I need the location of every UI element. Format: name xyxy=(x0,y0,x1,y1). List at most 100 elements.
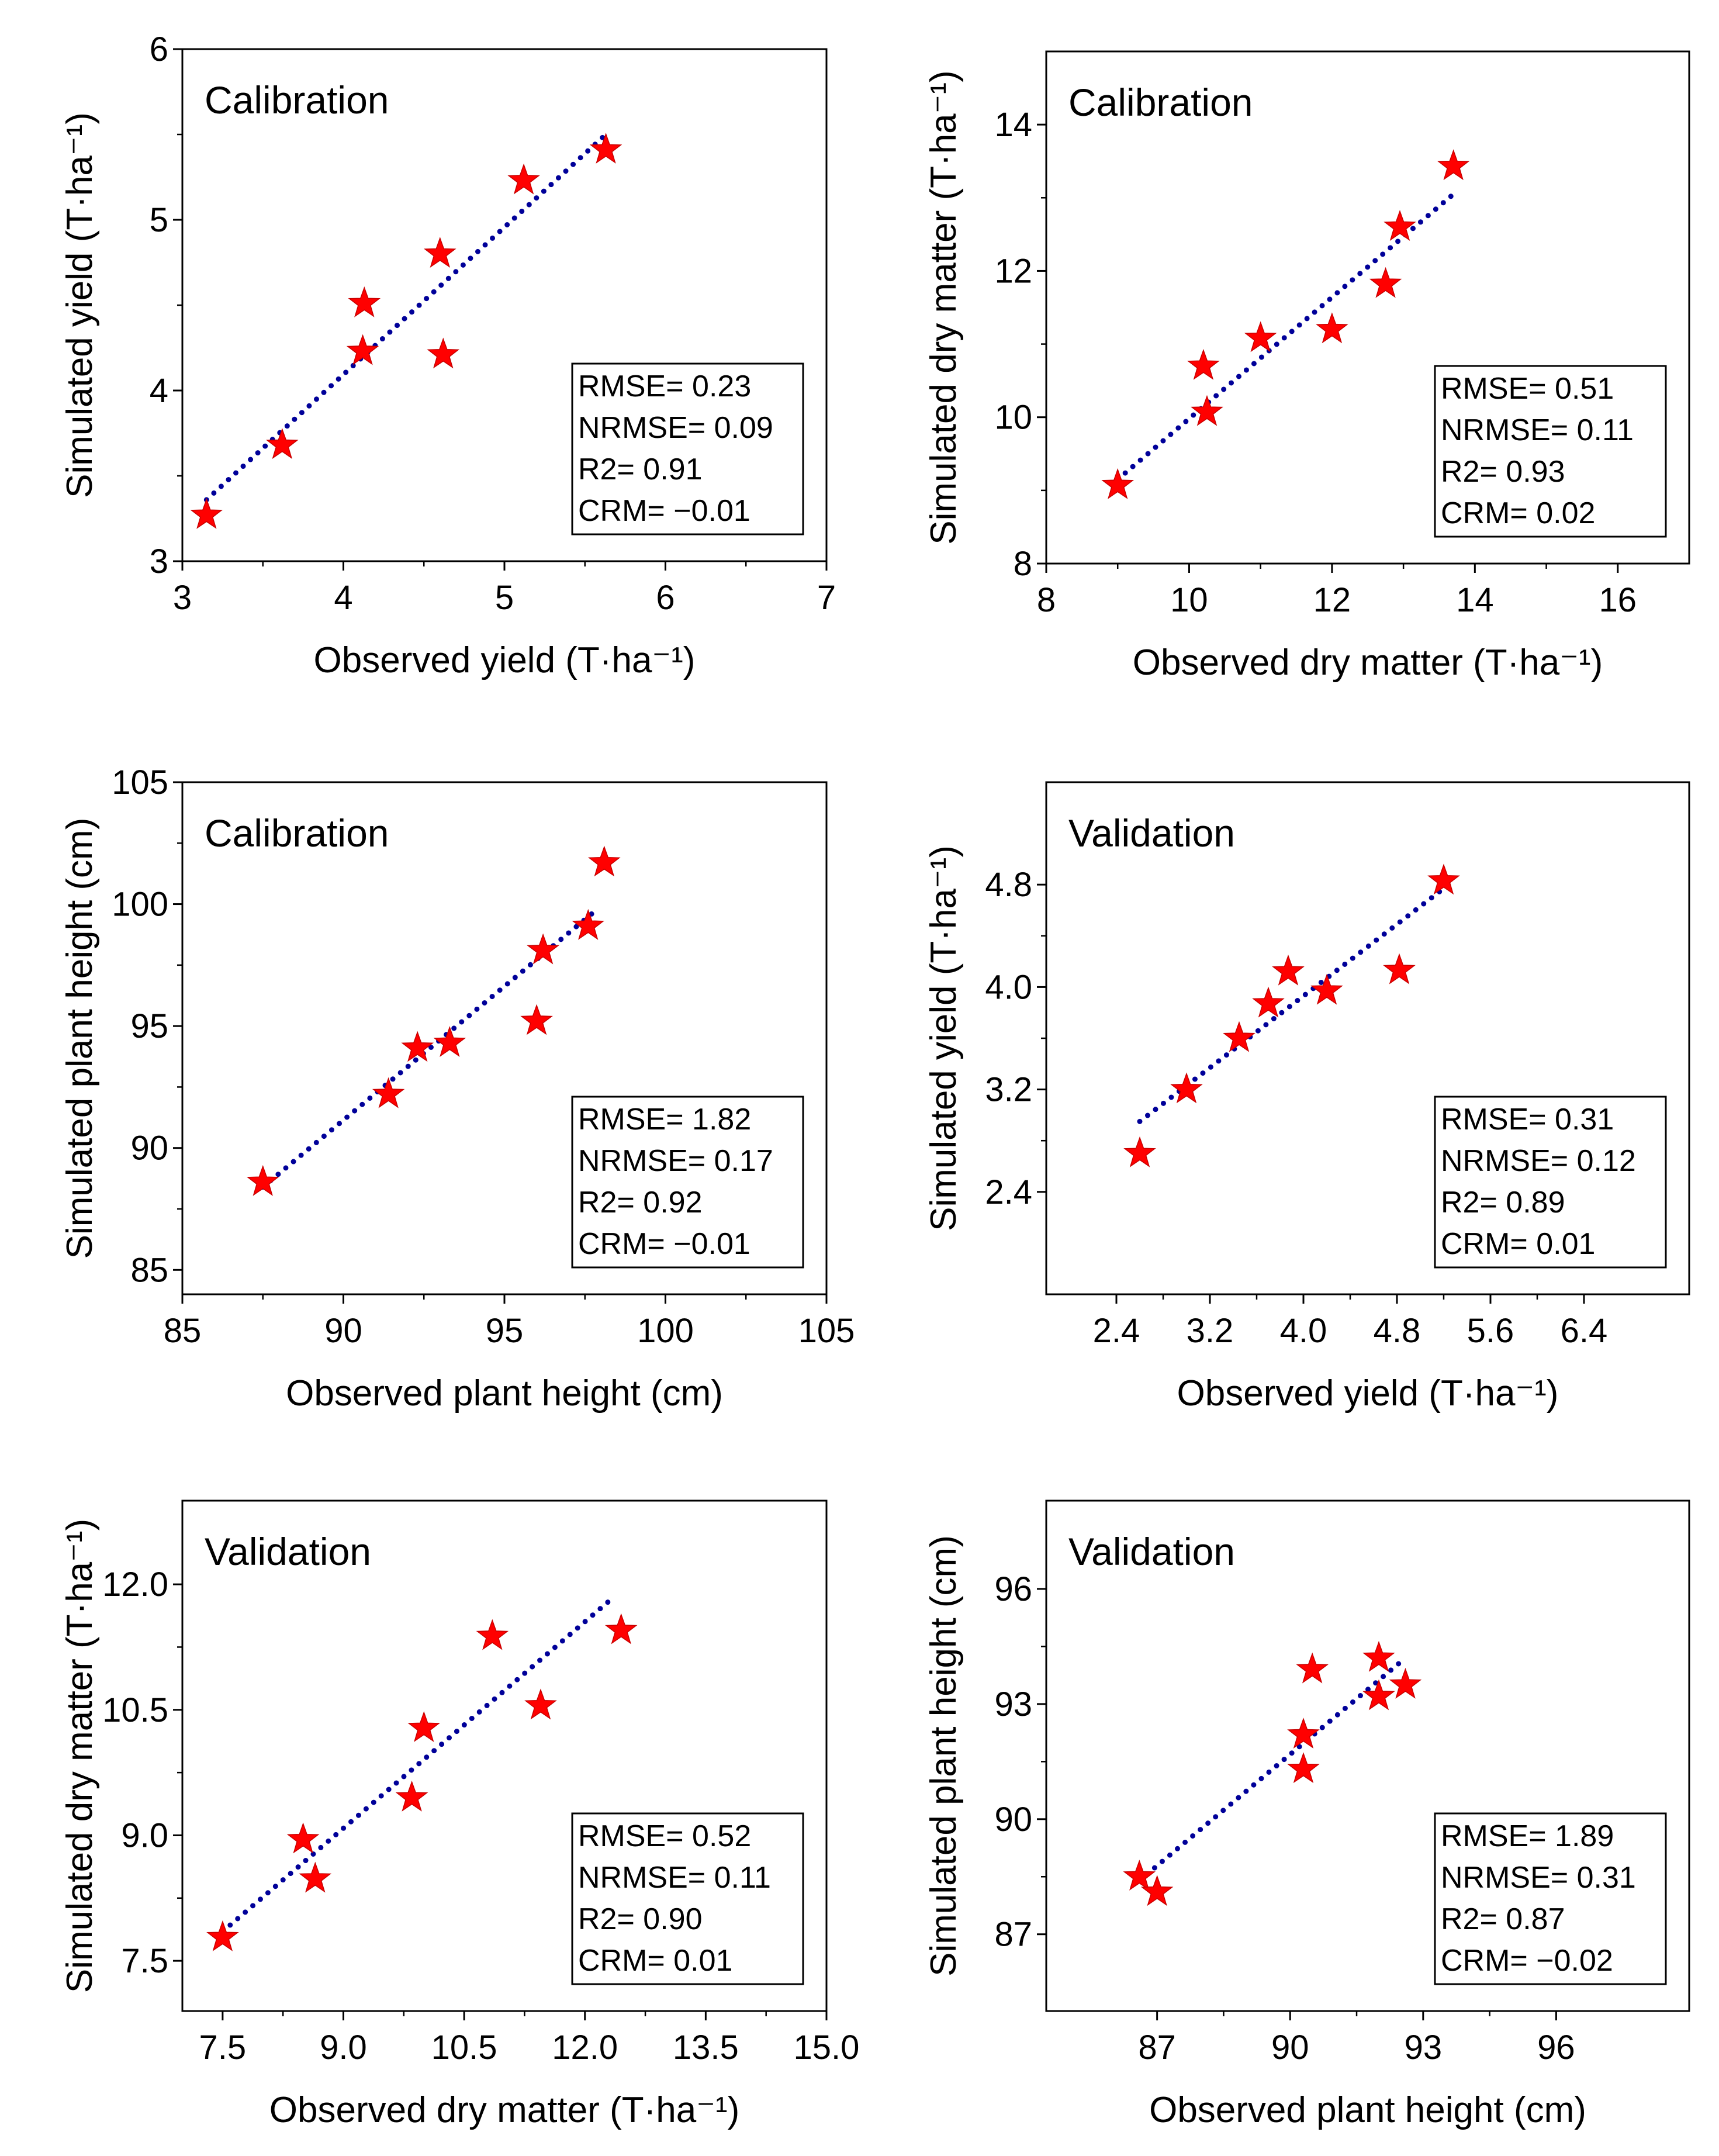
data-point-star xyxy=(1296,1652,1329,1684)
stat-line: R2= 0.89 xyxy=(1441,1186,1565,1219)
y-axis-label: Simulated dry matter (T·ha⁻¹) xyxy=(60,1519,100,1993)
y-tick-label: 10.5 xyxy=(102,1691,168,1729)
data-point-star xyxy=(1170,1072,1203,1104)
stat-line: R2= 0.87 xyxy=(1441,1902,1565,1936)
stat-line: R2= 0.92 xyxy=(578,1186,703,1219)
chart-panel-6: 87 90 93 96 87 90 93 96 Observed plant height (c… xyxy=(924,1499,1690,2130)
stat-line: NRMSE= 0.17 xyxy=(578,1144,773,1178)
x-tick-label: 7.5 xyxy=(199,2029,247,2067)
y-tick-label: 96 xyxy=(994,1570,1032,1608)
x-tick-label: 9.0 xyxy=(320,2029,367,2067)
stat-line: R2= 0.93 xyxy=(1441,455,1565,489)
fit-line xyxy=(1115,191,1457,482)
x-tick-label: 4 xyxy=(334,579,352,617)
data-point-star xyxy=(1123,1860,1156,1891)
x-axis-label: Observed yield (T·ha⁻¹) xyxy=(314,640,696,680)
x-axis-label: Observed plant height (cm) xyxy=(1149,2090,1586,2130)
data-point-star xyxy=(1140,1875,1174,1906)
panel-title: Validation xyxy=(205,1530,371,1573)
y-tick-label: 9.0 xyxy=(121,1816,168,1854)
chart-panel-5: 7.5 9.0 10.5 12.0 13.5 15.0 7.5 9.0 10.5 12.0 Obse… xyxy=(60,1499,860,2130)
x-tick-label: 12.0 xyxy=(552,2029,618,2067)
stat-line: NRMSE= 0.11 xyxy=(1441,413,1634,447)
x-tick-label: 15.0 xyxy=(794,2029,860,2067)
fit-line xyxy=(1137,886,1447,1124)
stats-box: RMSE= 0.51 NRMSE= 0.11 R2= 0.93 CRM= 0.02 xyxy=(1434,365,1667,538)
x-tick-label: 4.0 xyxy=(1280,1312,1327,1350)
y-tick-label: 95 xyxy=(130,1007,168,1045)
data-point-star xyxy=(587,845,621,877)
stat-line: NRMSE= 0.31 xyxy=(1441,1861,1636,1895)
stat-line: CRM= 0.02 xyxy=(1441,496,1595,530)
stats-box: RMSE= 1.89 NRMSE= 0.31 R2= 0.87 CRM= −0.02 xyxy=(1434,1812,1667,1985)
x-tick-label: 10.5 xyxy=(431,2029,497,2067)
y-tick-label: 10 xyxy=(994,399,1032,437)
stat-line: CRM= 0.01 xyxy=(578,1944,732,1978)
y-tick-label: 90 xyxy=(994,1801,1032,1839)
data-point-star xyxy=(1287,1752,1320,1784)
data-point-star xyxy=(1223,1021,1255,1052)
y-tick-label: 3 xyxy=(150,543,168,581)
data-point-star xyxy=(401,1031,434,1062)
y-tick-label: 93 xyxy=(994,1685,1032,1723)
x-tick-label: 3.2 xyxy=(1187,1312,1234,1350)
x-tick-label: 90 xyxy=(324,1312,362,1350)
data-point-star xyxy=(589,133,622,164)
data-point-star xyxy=(1101,468,1135,499)
plot-frame xyxy=(181,1499,828,2012)
x-tick-label: 5 xyxy=(495,579,514,617)
data-point-star xyxy=(1252,986,1285,1018)
stats-box-border xyxy=(571,1812,804,1985)
data-point-star xyxy=(507,163,540,195)
data-point-star xyxy=(520,1004,553,1035)
y-tick-label: 6 xyxy=(150,30,168,68)
data-point-star xyxy=(1362,1640,1395,1672)
x-tick-label: 4.8 xyxy=(1374,1312,1421,1350)
data-point-star xyxy=(572,908,605,940)
data-point-star xyxy=(1383,210,1416,241)
data-point-star xyxy=(433,1026,466,1058)
x-tick-label: 6.4 xyxy=(1561,1312,1608,1350)
stats-box: RMSE= 0.52 NRMSE= 0.11 R2= 0.90 CRM= 0.01 xyxy=(571,1812,804,1985)
stats-box: RMSE= 1.82 NRMSE= 0.17 R2= 0.92 CRM= −0.01 xyxy=(571,1096,804,1269)
y-tick-label: 5 xyxy=(150,201,168,239)
y-tick-label: 90 xyxy=(130,1129,168,1167)
x-tick-label: 95 xyxy=(486,1312,524,1350)
x-tick-label: 16 xyxy=(1599,581,1637,619)
x-axis-label: Observed plant height (cm) xyxy=(286,1373,723,1414)
data-point-star xyxy=(395,1780,428,1812)
y-tick-label: 2.4 xyxy=(985,1173,1032,1211)
x-tick-label: 105 xyxy=(798,1312,855,1350)
data-point-star xyxy=(372,1077,405,1108)
y-tick-label: 3.2 xyxy=(985,1071,1032,1109)
data-point-star xyxy=(604,1613,638,1644)
x-axis-label: Observed yield (T·ha⁻¹) xyxy=(1177,1373,1559,1414)
x-tick-label: 85 xyxy=(164,1312,202,1350)
y-tick-label: 100 xyxy=(112,886,168,924)
y-axis-label: Simulated plant height (cm) xyxy=(924,1535,964,1977)
data-point-star xyxy=(1310,973,1343,1005)
data-point-star xyxy=(524,1688,557,1720)
chart-panel-4: 2.4 3.2 4.0 4.8 5.6 6.4 2.4 3.2 4.0 4.8 Observed y… xyxy=(924,781,1690,1414)
x-tick-label: 7 xyxy=(817,579,836,617)
x-axis-label: Observed dry matter (T·ha⁻¹) xyxy=(1133,642,1603,683)
data-point-star xyxy=(423,237,456,268)
data-point-star xyxy=(427,337,460,369)
y-tick-label: 12 xyxy=(994,252,1032,290)
y-axis-label: Simulated plant height (cm) xyxy=(60,818,100,1259)
x-tick-label: 3 xyxy=(173,579,192,617)
panel-title: Calibration xyxy=(205,811,389,855)
data-point-star xyxy=(1437,149,1470,181)
x-tick-label: 13.5 xyxy=(673,2029,739,2067)
stats-box-border xyxy=(571,1096,804,1269)
stat-line: CRM= 0.01 xyxy=(1441,1227,1595,1261)
panel-title: Validation xyxy=(1068,1530,1235,1573)
stat-line: RMSE= 0.23 xyxy=(578,369,751,403)
stat-line: RMSE= 0.31 xyxy=(1441,1103,1614,1136)
data-point-star xyxy=(1244,321,1277,353)
data-point-star xyxy=(1389,1667,1422,1699)
y-tick-label: 14 xyxy=(994,106,1032,144)
x-tick-label: 5.6 xyxy=(1467,1312,1514,1350)
x-tick-label: 12 xyxy=(1313,581,1351,619)
y-tick-label: 7.5 xyxy=(121,1942,168,1980)
